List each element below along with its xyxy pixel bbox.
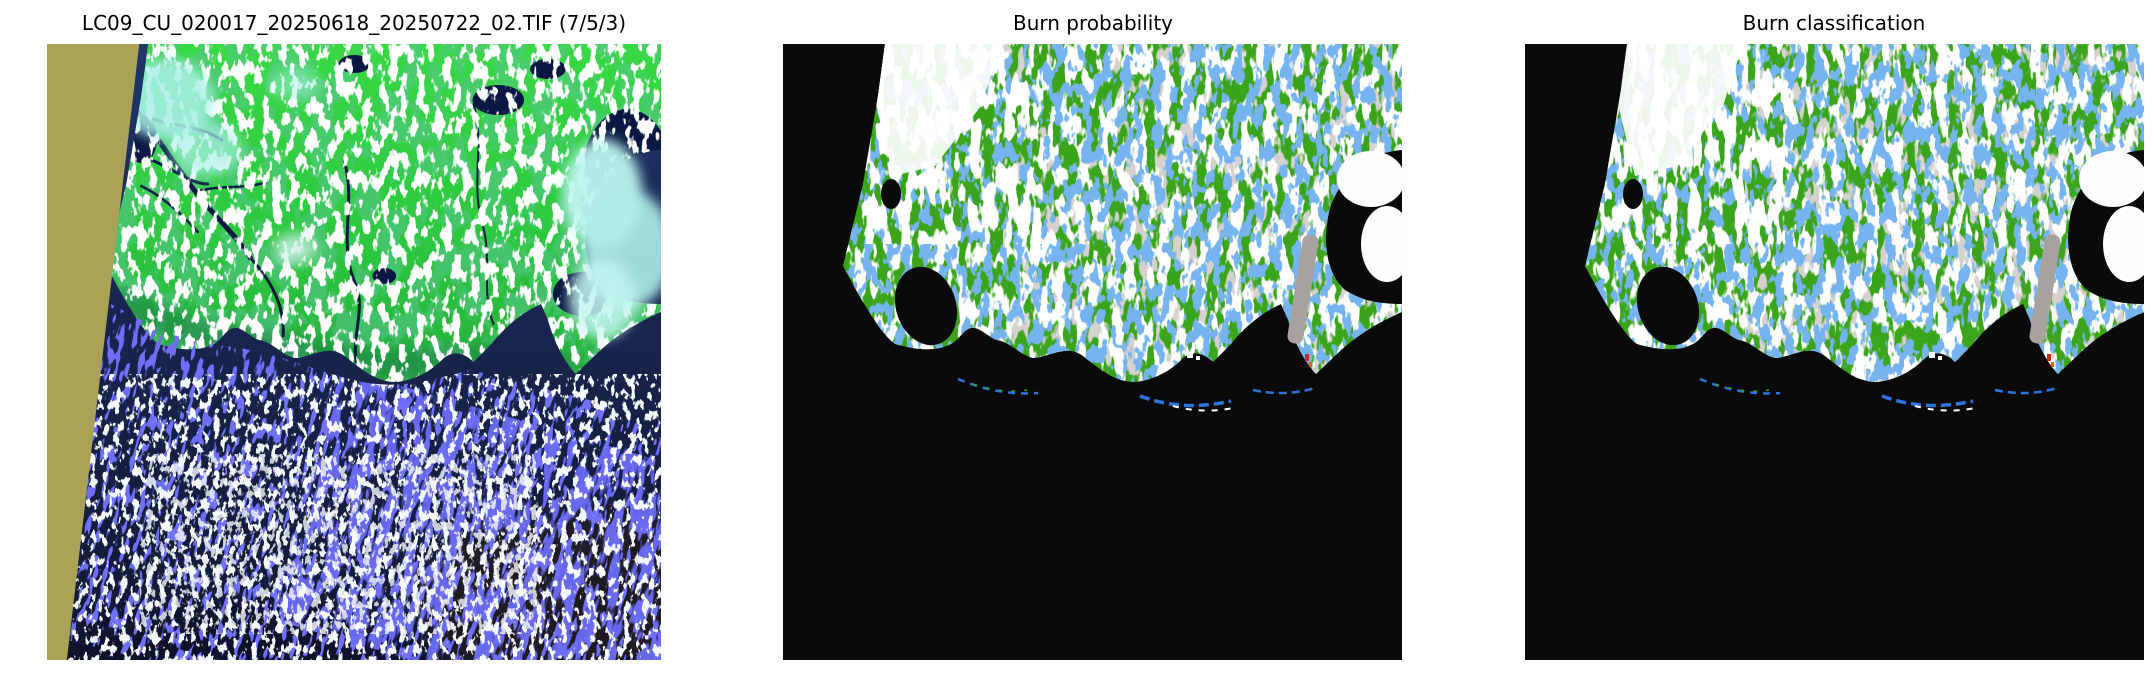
panel-burn-probability xyxy=(783,44,1402,660)
panel-title-burn-classification: Burn classification xyxy=(1742,11,1926,35)
panel-burn-classification xyxy=(1525,44,2144,660)
panel-false-color-scene xyxy=(47,44,661,660)
panel-title-burn-probability: Burn probability xyxy=(1012,11,1174,35)
burn-classification-raster xyxy=(1525,44,2144,660)
panel-title-scene: LC09_CU_020017_20250618_20250722_02.TIF … xyxy=(81,11,627,35)
burn-probability-raster xyxy=(783,44,1402,660)
false-color-satellite-image xyxy=(47,44,661,660)
